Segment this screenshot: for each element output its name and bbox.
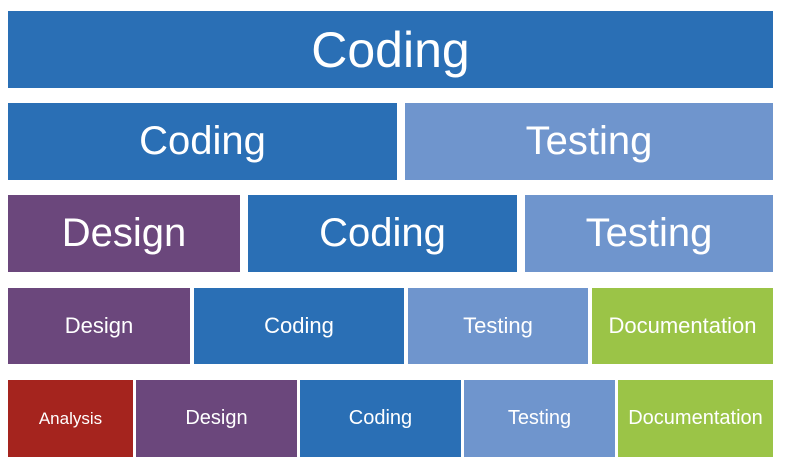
block-documentation: Documentation — [592, 288, 773, 364]
block-analysis: Analysis — [8, 380, 133, 457]
row-4: Design Coding Testing Documentation — [8, 288, 773, 364]
block-testing: Testing — [525, 195, 773, 272]
row-5: Analysis Design Coding Testing Documenta… — [8, 380, 773, 457]
block-design: Design — [136, 380, 297, 457]
block-design: Design — [8, 288, 190, 364]
block-testing: Testing — [464, 380, 615, 457]
block-coding: Coding — [194, 288, 404, 364]
block-testing: Testing — [405, 103, 773, 180]
block-coding: Coding — [8, 11, 773, 88]
block-design: Design — [8, 195, 240, 272]
row-3: Design Coding Testing — [8, 195, 773, 272]
row-2: Coding Testing — [8, 103, 773, 180]
row-1: Coding — [8, 11, 773, 88]
block-coding: Coding — [8, 103, 397, 180]
block-documentation: Documentation — [618, 380, 773, 457]
block-testing: Testing — [408, 288, 588, 364]
block-coding: Coding — [300, 380, 461, 457]
block-coding: Coding — [248, 195, 517, 272]
